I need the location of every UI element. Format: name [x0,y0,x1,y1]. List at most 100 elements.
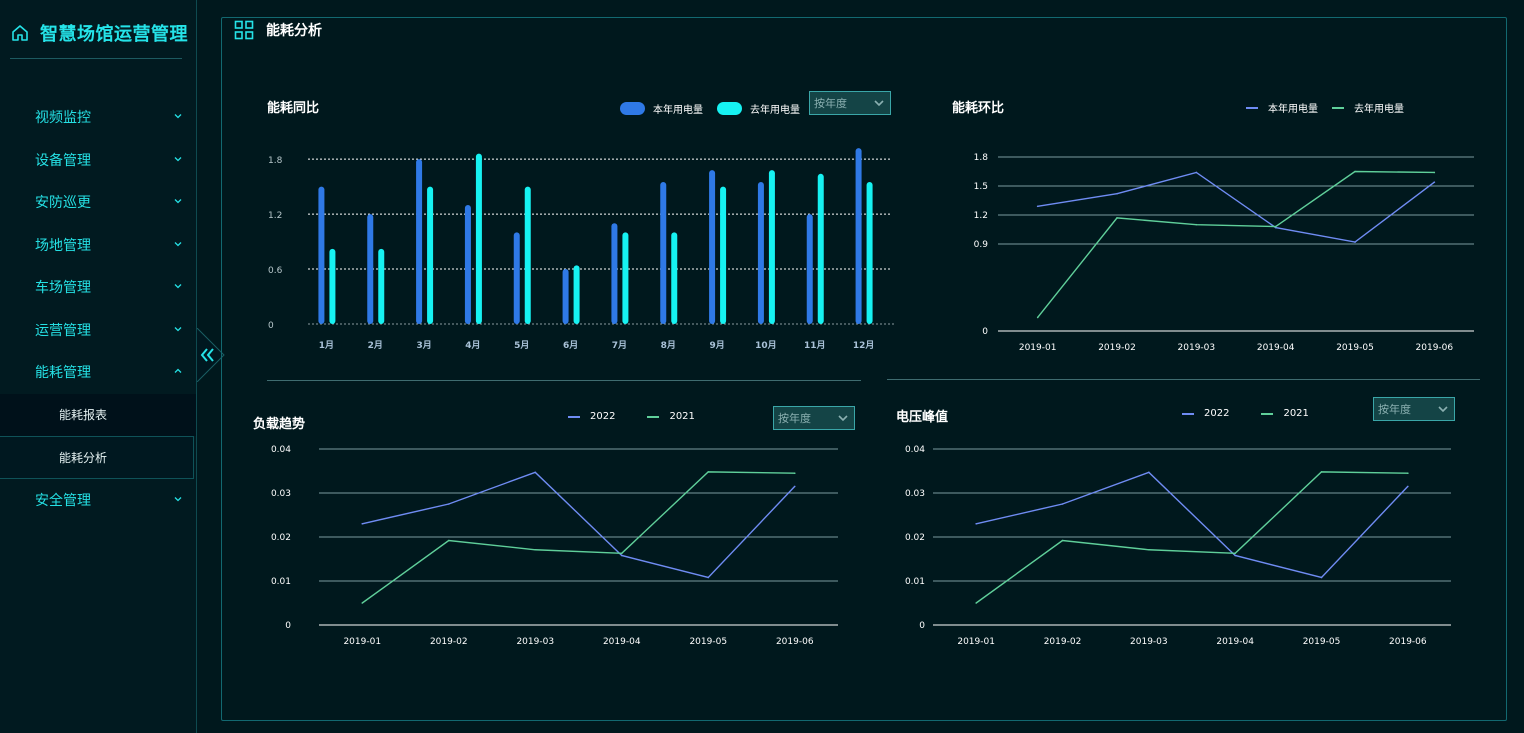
sidebar-item-venue[interactable]: 场地管理 [0,224,196,267]
legend-item[interactable]: 本年用电量 [1246,100,1318,115]
legend-label: 2021 [669,411,695,422]
legend-mom: 本年用电量 去年用电量 [1246,100,1418,115]
chevron-down-icon [174,156,182,162]
data-point [1407,485,1409,488]
sidebar-item-parking[interactable]: 车场管理 [0,266,196,309]
bar [562,269,569,324]
data-point [707,576,710,579]
period-select-yoy[interactable]: 按年度 [809,91,891,115]
y-tick-label: 0.6 [268,266,283,276]
sidebar-menu: 视频监控 设备管理 安防巡更 场地管理 车场管理 运营管理 能耗管理 能耗报表 [0,96,196,521]
sidebar-subitem-energy-report[interactable]: 能耗报表 [0,393,196,436]
data-point [620,554,623,557]
x-tick-label: 2019-03 [1178,343,1216,353]
legend-item[interactable]: 2022 [1182,408,1229,419]
legend-swatch [1182,412,1194,415]
period-select-load[interactable]: 按年度 [773,406,855,430]
chevron-down-icon [174,199,182,204]
series-line [975,471,1408,604]
chart-title-load: 负载趋势 [253,417,306,432]
select-value: 按年度 [814,97,847,110]
x-tick-label: 5月 [514,340,529,351]
sidebar-item-label: 安防巡更 [35,195,91,212]
data-point [1274,225,1277,228]
bar [671,232,678,324]
legend-yoy: 本年用电量 去年用电量 [620,101,814,116]
x-tick-label: 2019-03 [1130,637,1168,647]
x-tick-label: 2019-04 [1216,637,1254,647]
sidebar-item-safety[interactable]: 安全管理 [0,479,196,522]
bar [464,204,471,324]
data-point [534,471,537,474]
chevron-down-icon [174,284,182,289]
chevron-up-icon [174,368,182,374]
data-point [361,602,364,604]
brand-divider [10,58,182,59]
legend-label: 本年用电量 [1268,104,1318,115]
data-point [975,602,977,604]
legend-item[interactable]: 2021 [647,411,695,422]
home-icon[interactable] [10,23,30,43]
data-point [534,548,537,551]
y-tick-label: 0.02 [271,533,291,543]
x-tick-label: 2019-01 [957,637,995,647]
bar [475,153,482,324]
chart-title-mom: 能耗环比 [952,101,1005,116]
x-tick-label: 2019-02 [430,637,468,647]
legend-swatch [1332,106,1344,109]
data-point [1061,539,1064,542]
chevron-down-icon [174,326,182,332]
legend-swatch [568,415,580,418]
x-tick-label: 2019-05 [689,637,727,647]
data-point [1320,471,1323,473]
bar [817,173,824,324]
y-tick-label: 0.01 [271,577,291,587]
sidebar-item-energy[interactable]: 能耗管理 [0,351,196,394]
bar [866,182,873,324]
sidebar-subitem-energy-analysis[interactable]: 能耗分析 [0,436,194,479]
series-line [362,471,796,579]
sidebar-item-video[interactable]: 视频监控 [0,96,196,139]
data-point [1433,181,1436,183]
sidebar-item-label: 场地管理 [35,237,91,254]
sidebar-item-device[interactable]: 设备管理 [0,139,196,182]
data-point [1036,205,1039,208]
sidebar-item-operation[interactable]: 运营管理 [0,309,196,352]
bar [378,248,385,324]
series-line [1037,171,1435,243]
data-point [1148,471,1150,474]
section-divider [887,379,1480,380]
y-tick-label: 0.03 [905,489,925,499]
legend-item[interactable]: 去年用电量 [717,101,800,116]
x-tick-label: 2019-05 [1336,343,1374,353]
period-select-voltage[interactable]: 按年度 [1373,397,1455,421]
collapse-sidebar-button[interactable] [186,328,230,382]
data-point [1234,552,1236,555]
x-tick-label: 7月 [612,340,627,351]
legend-swatch [717,102,742,115]
data-point [1234,554,1236,557]
sidebar-item-label: 安全管理 [35,492,91,509]
x-tick-label: 8月 [661,340,676,351]
legend-item[interactable]: 2022 [568,411,615,422]
bar [855,148,862,324]
sidebar-item-patrol[interactable]: 安防巡更 [0,181,196,224]
y-tick-label: 1.5 [974,182,988,192]
brand: 智慧场馆运营管理 [10,18,188,48]
bar [318,186,325,324]
bar [416,159,423,324]
legend-item[interactable]: 去年用电量 [1332,100,1404,115]
x-tick-label: 9月 [709,340,724,351]
double-chevron-left-icon [200,348,214,362]
grid-icon [234,20,254,40]
legend-item[interactable]: 本年用电量 [620,101,703,116]
main-panel: 能耗分析 能耗同比 本年用电量 去年用电量 按年度 0 0.6 1.2 1.8 1月 2月… [221,17,1507,721]
y-tick-label: 0.02 [905,533,925,543]
legend-label: 2022 [590,411,616,422]
data-point [1354,170,1356,173]
legend-label: 去年用电量 [1354,104,1404,115]
x-tick-label: 2019-02 [1098,343,1136,353]
chart-voltage: 0 0.01 0.02 0.03 0.04 2019-01 2019-02 2019-03 20… [905,445,1451,647]
series-line [1037,170,1435,318]
legend-item[interactable]: 2021 [1261,408,1309,419]
